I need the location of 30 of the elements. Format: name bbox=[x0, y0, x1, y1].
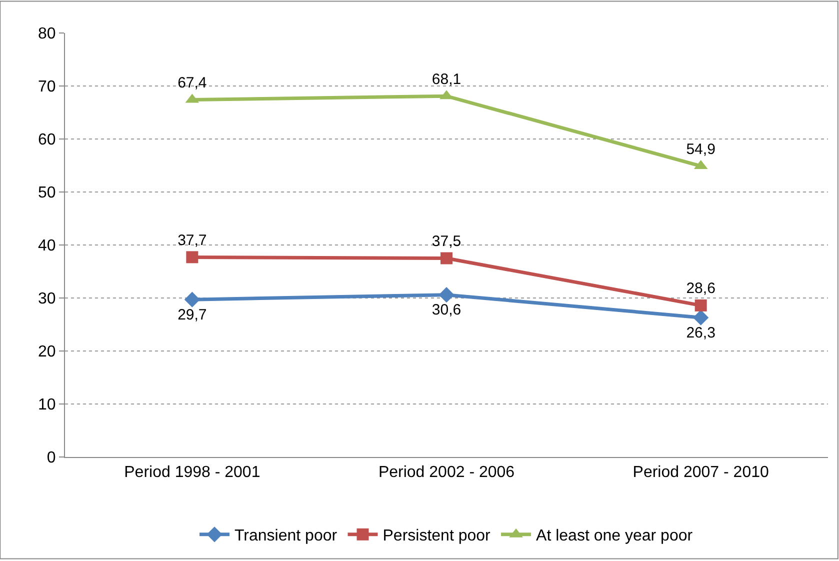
y-tick-label: 20 bbox=[38, 344, 56, 361]
x-tick-label: Period 1998 - 2001 bbox=[124, 464, 260, 482]
point bbox=[186, 251, 198, 264]
point bbox=[440, 252, 452, 264]
data-label: 26,3 bbox=[686, 324, 716, 342]
x-tick-label: Period 2007 - 2010 bbox=[632, 464, 769, 482]
y-tick-label: 10 bbox=[38, 396, 56, 414]
y-tick-label: 70 bbox=[38, 78, 56, 96]
point bbox=[694, 299, 707, 312]
point bbox=[184, 292, 200, 308]
y-tick-label: 50 bbox=[38, 184, 56, 202]
data-label: 54,9 bbox=[686, 140, 716, 158]
y-tick-label: 60 bbox=[38, 132, 56, 149]
y-tick-label: 40 bbox=[38, 238, 56, 255]
point bbox=[438, 287, 454, 303]
y-tick-label: 80 bbox=[38, 26, 56, 43]
data-label: 68,1 bbox=[432, 70, 462, 88]
y-tick-label: 0 bbox=[46, 450, 56, 467]
x-tick-label: Period 2002 - 2006 bbox=[378, 464, 515, 482]
data-label: 28,6 bbox=[686, 280, 716, 298]
legend-label: Transient poor bbox=[234, 528, 338, 545]
data-label: 37,5 bbox=[432, 233, 462, 250]
data-label: 30,6 bbox=[432, 302, 462, 319]
y-tick-label: 30 bbox=[38, 290, 56, 308]
data-label: 67,4 bbox=[178, 74, 207, 92]
point bbox=[693, 310, 709, 326]
legend-label: At least one year poor bbox=[536, 528, 694, 545]
data-label: 37,7 bbox=[178, 232, 207, 249]
data-label: 29,7 bbox=[178, 306, 207, 324]
legend-label: Persistent poor bbox=[382, 528, 492, 545]
